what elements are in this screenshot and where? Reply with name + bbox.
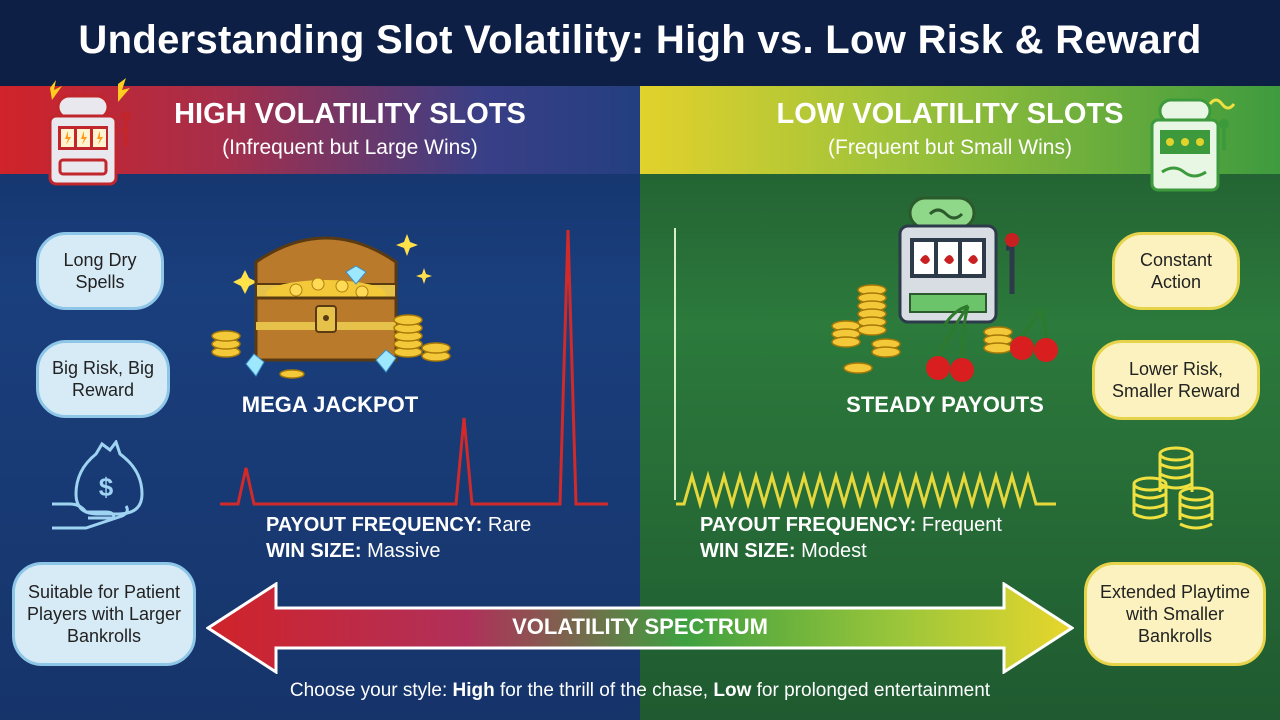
low-frequency-label: PAYOUT FREQUENCY: (700, 514, 917, 536)
pill-extended-playtime: Extended Playtime with Smaller Bankrolls (1084, 562, 1266, 666)
footer-suffix: for prolonged entertainment (751, 680, 991, 701)
pill-constant-action: Constant Action (1112, 232, 1240, 310)
low-volatility-heading: LOW VOLATILITY SLOTS (776, 98, 1124, 130)
high-size-stat: WIN SIZE: Massive (266, 540, 440, 563)
volatility-spectrum-arrow (206, 582, 1074, 674)
treasure-chest-icon (211, 234, 451, 379)
high-frequency-stat: PAYOUT FREQUENCY: Rare (266, 514, 531, 537)
slot-machine-icon (48, 78, 131, 186)
mega-jackpot-label: MEGA JACKPOT (241, 392, 419, 417)
pill-big-risk: Big Risk, Big Reward (36, 340, 170, 418)
low-size-value: Modest (801, 540, 867, 562)
steady-payouts-label: STEADY PAYOUTS (846, 392, 1044, 417)
title-bar (0, 0, 1280, 86)
low-volatility-subheading: (Frequent but Small Wins) (828, 136, 1072, 159)
page-title: Understanding Slot Volatility: High vs. … (78, 18, 1202, 62)
money-bag-hand-icon: $ (52, 440, 144, 530)
high-frequency-value: Rare (487, 514, 532, 536)
low-frequency-value: Frequent (921, 514, 1002, 536)
high-size-value: Massive (367, 540, 441, 562)
high-size-label: WIN SIZE: (266, 540, 362, 562)
volatility-spectrum-label: VOLATILITY SPECTRUM (512, 614, 768, 639)
slot-machine-icon (1150, 98, 1236, 192)
low-size-label: WIN SIZE: (700, 540, 796, 562)
high-frequency-label: PAYOUT FREQUENCY: (266, 514, 483, 536)
footer-high: High (452, 680, 495, 701)
low-frequency-stat: PAYOUT FREQUENCY: Frequent (700, 514, 1002, 537)
svg-text:$: $ (99, 472, 114, 502)
footer-prefix: Choose your style: (289, 680, 453, 701)
low-size-stat: WIN SIZE: Modest (700, 540, 867, 563)
steady-payouts-illustration (831, 196, 1058, 382)
pill-patient-players: Suitable for Patient Players with Larger… (12, 562, 196, 666)
cherry-icon (926, 304, 974, 382)
high-payout-line (220, 229, 608, 506)
high-volatility-subheading: (Infrequent but Large Wins) (222, 136, 478, 159)
footer-note: Choose your style: High for the thrill o… (0, 680, 1280, 702)
pill-lower-risk: Lower Risk, Smaller Reward (1092, 340, 1260, 420)
footer-middle: for the thrill of the chase, (494, 680, 714, 701)
pill-long-dry-spells: Long Dry Spells (36, 232, 164, 310)
high-volatility-heading: HIGH VOLATILITY SLOTS (174, 98, 526, 130)
coin-stack-icon (1132, 446, 1214, 530)
footer-low: Low (713, 680, 752, 701)
low-payout-line (674, 228, 1056, 510)
